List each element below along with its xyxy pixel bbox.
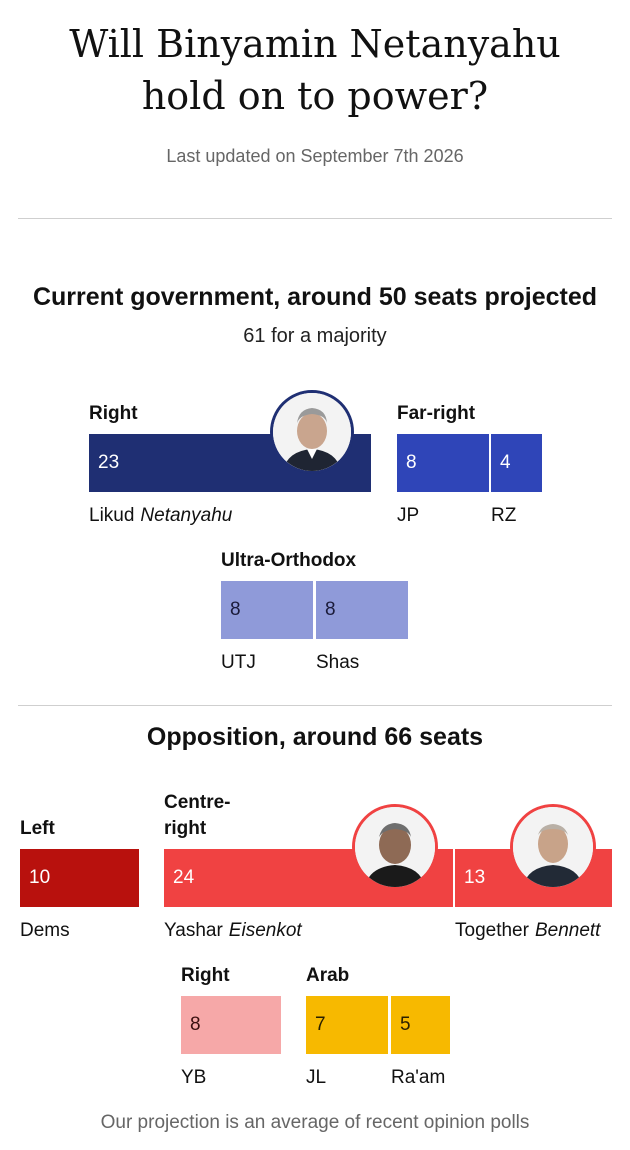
majority-note: 61 for a majority bbox=[243, 325, 387, 347]
title-line-2: hold on to power? bbox=[141, 74, 489, 118]
bar-dems: 10 bbox=[20, 849, 139, 907]
group-label-ultra-orthodox: Ultra-Orthodox bbox=[221, 550, 357, 571]
person-silhouette-icon bbox=[273, 393, 351, 471]
party-name-yashar: Yashar bbox=[164, 920, 223, 941]
netanyahu-portrait bbox=[270, 390, 354, 474]
bennett-portrait bbox=[510, 804, 596, 890]
party-label-yb: YB bbox=[181, 1067, 207, 1088]
eisenkot-portrait bbox=[352, 804, 438, 890]
bar-yb: 8 bbox=[181, 996, 281, 1054]
bar-value-jl: 7 bbox=[315, 1014, 326, 1035]
bar-value-together: 13 bbox=[464, 867, 486, 888]
group-label-arab: Arab bbox=[306, 965, 350, 986]
group-label-opposition-right: Right bbox=[181, 965, 230, 986]
party-label-yashar: Yashar Eisenkot bbox=[164, 920, 302, 942]
party-name-likud: Likud bbox=[89, 505, 135, 526]
party-label-together: Together Bennett bbox=[455, 920, 600, 942]
footer-note: Our projection is an average of recent o… bbox=[100, 1112, 530, 1133]
party-label-rz: RZ bbox=[491, 505, 517, 526]
group-label-left: Left bbox=[20, 818, 55, 839]
divider-top bbox=[18, 218, 612, 219]
bar-value-rz: 4 bbox=[500, 452, 511, 473]
leader-name-eisenkot: Eisenkot bbox=[228, 920, 302, 941]
bar-value-dems: 10 bbox=[29, 867, 51, 888]
leader-name-netanyahu: Netanyahu bbox=[140, 505, 233, 526]
bar-shas: 8 bbox=[316, 581, 408, 639]
bar-value-jp: 8 bbox=[406, 452, 417, 473]
person-silhouette-icon bbox=[355, 807, 435, 887]
bar-value-yb: 8 bbox=[190, 1014, 201, 1035]
bar-jp: 8 bbox=[397, 434, 489, 492]
divider-middle bbox=[18, 705, 612, 706]
group-label-right: Right bbox=[89, 403, 138, 424]
government-title: Current government, around 50 seats proj… bbox=[32, 283, 598, 311]
bar-raam: 5 bbox=[391, 996, 450, 1054]
page-title: Will Binyamin Netanyahu hold on to power… bbox=[0, 18, 630, 122]
bar-value-raam: 5 bbox=[400, 1014, 411, 1035]
party-label-likud: Likud Netanyahu bbox=[89, 505, 232, 527]
group-label-far-right: Far-right bbox=[397, 403, 476, 424]
bar-utj: 8 bbox=[221, 581, 313, 639]
bar-value-yashar: 24 bbox=[173, 867, 195, 888]
bar-rz: 4 bbox=[491, 434, 542, 492]
person-silhouette-icon bbox=[513, 807, 593, 887]
last-updated: Last updated on September 7th 2026 bbox=[166, 146, 464, 166]
group-label-centre-right: Centre- right bbox=[164, 790, 231, 842]
party-name-together: Together bbox=[455, 920, 529, 941]
party-label-raam: Ra'am bbox=[391, 1067, 446, 1088]
party-label-dems: Dems bbox=[20, 920, 70, 941]
group-label-centre-right-line-2: right bbox=[164, 818, 207, 839]
opposition-title: Opposition, around 66 seats bbox=[146, 723, 484, 751]
leader-name-bennett: Bennett bbox=[534, 920, 601, 941]
group-label-centre-right-line-1: Centre- bbox=[164, 792, 231, 813]
bar-value-shas: 8 bbox=[325, 599, 336, 620]
bar-value-likud: 23 bbox=[98, 452, 120, 473]
bar-value-utj: 8 bbox=[230, 599, 241, 620]
party-label-jp: JP bbox=[397, 505, 420, 526]
title-line-1: Will Binyamin Netanyahu bbox=[69, 22, 561, 66]
party-label-utj: UTJ bbox=[221, 652, 256, 673]
party-label-shas: Shas bbox=[316, 652, 360, 673]
party-label-jl: JL bbox=[306, 1067, 327, 1088]
bar-jl: 7 bbox=[306, 996, 388, 1054]
